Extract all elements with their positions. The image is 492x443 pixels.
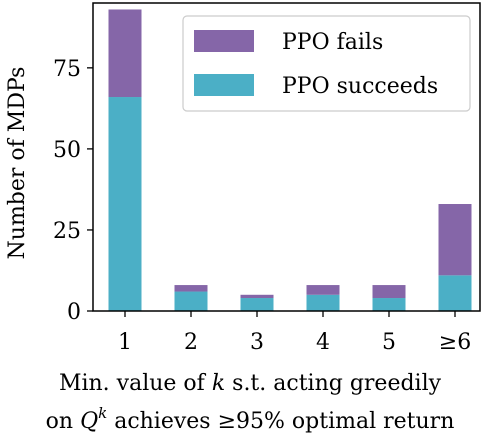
legend-swatch-fails <box>194 30 254 52</box>
x-axis-title-line1: Min. value of k s.t. acting greedily <box>59 371 442 396</box>
x-tick-label-3: 3 <box>250 330 264 355</box>
bar-fails-6 <box>438 204 472 276</box>
legend-label-succeeds: PPO succeeds <box>282 74 438 99</box>
bar-succeeds-3 <box>240 298 274 311</box>
bar-fails-3 <box>240 294 274 299</box>
x-tick-label-4: 4 <box>316 330 330 355</box>
bar-succeeds-4 <box>306 294 340 311</box>
legend-swatch-succeeds <box>194 74 254 96</box>
x-tick-label-2: 2 <box>184 330 198 355</box>
bar-fails-2 <box>174 285 208 292</box>
bar-succeeds-2 <box>174 291 208 311</box>
bar-succeeds-5 <box>372 298 406 311</box>
plot-frame <box>92 2 481 312</box>
y-axis-title: Number of MDPs <box>5 67 30 260</box>
y-tick-label-25: 25 <box>53 219 81 244</box>
legend-box <box>182 15 471 112</box>
x-tick-label-6: ≥6 <box>439 330 471 355</box>
bars-layer <box>108 9 472 311</box>
y-tick-label-50: 50 <box>53 138 81 163</box>
legend: PPO fails PPO succeeds <box>182 15 471 112</box>
legend-label-fails: PPO fails <box>282 30 383 55</box>
bar-fails-5 <box>372 285 406 299</box>
axes-layer: 0 25 50 75 1 2 3 4 5 ≥6 <box>53 2 481 355</box>
x-axis-title-line2: on Qk achieves ≥95% optimal return <box>46 404 455 434</box>
bar-succeeds-6 <box>438 275 472 311</box>
bar-fails-4 <box>306 285 340 295</box>
y-tick-label-75: 75 <box>53 57 81 82</box>
x-tick-label-1: 1 <box>118 330 132 355</box>
bar-fails-1 <box>108 9 142 98</box>
y-tick-label-0: 0 <box>67 300 81 325</box>
bar-succeeds-1 <box>108 97 142 311</box>
x-tick-label-5: 5 <box>382 330 396 355</box>
